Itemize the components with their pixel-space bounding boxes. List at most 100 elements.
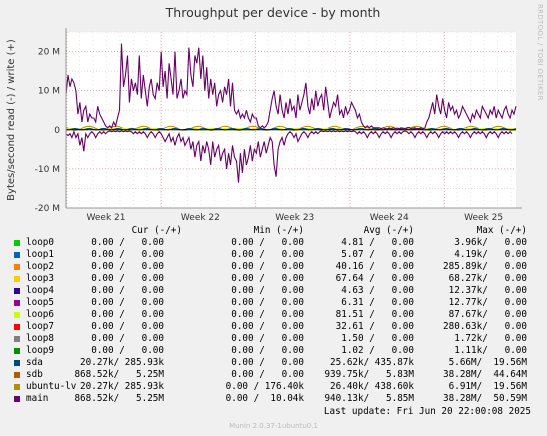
throughput-chart: Throughput per device - by month Bytes/s…: [6, 5, 522, 223]
legend-name: sda: [26, 357, 43, 368]
legend-swatch: [14, 252, 20, 258]
plot-background: [66, 32, 516, 208]
legend-avg: 4.63 / 0.00: [341, 285, 414, 296]
legend-min: 0.00 / 0.00: [231, 297, 304, 308]
legend-min: 0.00 / 0.00: [231, 249, 304, 260]
legend-name: loop4: [26, 285, 54, 296]
series-line-read: [65, 129, 513, 183]
legend-max: 38.28M/ 50.59M: [443, 393, 527, 404]
legend-max: 38.28M/ 44.64M: [443, 369, 527, 380]
legend-min: 0.00 / 0.00: [231, 273, 304, 284]
legend-avg: 25.62k/ 435.87k: [330, 357, 414, 368]
legend-min: 0.00 / 0.00: [231, 237, 304, 248]
legend-swatch: [14, 336, 20, 342]
rrdtool-credit: RRDTOOL / TOBI OETIKER: [536, 4, 544, 101]
legend-avg: 67.64 / 0.00: [335, 273, 414, 284]
legend-cur: 0.00 / 0.00: [91, 285, 164, 296]
legend-cur: 868.52k/ 5.25M: [74, 369, 164, 380]
x-tick-label: Week 25: [464, 213, 503, 223]
legend-avg: 5.07 / 0.00: [341, 249, 414, 260]
y-tick-label: 10 M: [38, 87, 60, 97]
y-tick-label: 20 M: [38, 48, 60, 58]
legend-swatch: [14, 240, 20, 246]
legend-cur: 0.00 / 0.00: [91, 249, 164, 260]
legend-min: 0.00 / 0.00: [231, 345, 304, 356]
legend-name: loop2: [26, 261, 54, 272]
chart-title: Throughput per device - by month: [165, 5, 381, 20]
series-line-write: [65, 43, 517, 130]
legend-cur: 20.27k/ 285.93k: [80, 357, 164, 368]
munin-version-footer: Munin 2.0.37-1ubuntu0.1: [229, 422, 318, 430]
legend-table: Cur (-/+) Min (-/+) Avg (-/+) Max (-/+) …: [0, 225, 547, 405]
legend-min: 0.00 / 0.00: [231, 285, 304, 296]
legend-max: 12.37k/ 0.00: [448, 285, 527, 296]
legend-name: loop3: [26, 273, 54, 284]
legend-name: ubuntu-lv: [26, 381, 77, 392]
legend-row-ubuntu-lv: ubuntu-lv 20.27k/ 285.93k 0.00 / 176.40k 26…: [0, 381, 547, 393]
legend-row-loop2: loop2 0.00 / 0.00 0.00 / 0.00 40.16 / 0.00 2…: [0, 261, 547, 273]
last-update: Last update: Fri Jun 20 22:00:08 2025: [323, 406, 531, 417]
legend-cur: 0.00 / 0.00: [91, 333, 164, 344]
legend-max: 4.19k/ 0.00: [454, 249, 527, 260]
legend-max: 3.96k/ 0.00: [454, 237, 527, 248]
legend-cur: 0.00 / 0.00: [91, 261, 164, 272]
legend-row-loop8: loop8 0.00 / 0.00 0.00 / 0.00 1.50 / 0.00 1.…: [0, 333, 547, 345]
y-axis-label: Bytes/second read (-) / write (+): [6, 39, 17, 201]
legend-avg: 40.16 / 0.00: [335, 261, 414, 272]
legend-name: main: [26, 393, 49, 404]
legend-max: 68.27k/ 0.00: [448, 273, 527, 284]
legend-row-loop1: loop1 0.00 / 0.00 0.00 / 0.00 5.07 / 0.00 4.…: [0, 249, 547, 261]
y-tick-label: -20 M: [35, 204, 60, 214]
legend-avg: 32.61 / 0.00: [335, 321, 414, 332]
legend-cur: 0.00 / 0.00: [91, 273, 164, 284]
legend-name: sdb: [26, 369, 43, 380]
legend-min: 0.00 / 0.00: [231, 357, 304, 368]
legend-swatch: [14, 288, 20, 294]
legend-name: loop0: [26, 237, 54, 248]
legend-max: 87.67k/ 0.00: [448, 309, 527, 320]
header-avg: Avg (-/+): [363, 225, 414, 236]
header-cur: Cur (-/+): [131, 225, 182, 236]
legend-cur: 0.00 / 0.00: [91, 309, 164, 320]
legend-row-sda: sda 20.27k/ 285.93k 0.00 / 0.00 25.62k/ 435…: [0, 357, 547, 369]
header-max: Max (-/+): [476, 225, 527, 236]
legend-swatch: [14, 324, 20, 330]
legend-max: 12.77k/ 0.00: [448, 297, 527, 308]
legend-avg: 939.75k/ 5.83M: [324, 369, 414, 380]
legend-max: 5.66M/ 19.56M: [448, 357, 527, 368]
legend-row-loop0: loop0 0.00 / 0.00 0.00 / 0.00 4.81 / 0.00 3.…: [0, 237, 547, 249]
legend-max: 280.63k/ 0.00: [443, 321, 527, 332]
x-tick-label: Week 24: [370, 213, 409, 223]
legend-cur: 0.00 / 0.00: [91, 321, 164, 332]
legend-min: 0.00 / 176.40k: [225, 381, 304, 392]
legend-row-loop7: loop7 0.00 / 0.00 0.00 / 0.00 32.61 / 0.00 2…: [0, 321, 547, 333]
legend-swatch: [14, 372, 20, 378]
y-tick-label: 0: [54, 126, 60, 136]
legend-avg: 81.51 / 0.00: [335, 309, 414, 320]
legend-cur: 20.27k/ 285.93k: [80, 381, 164, 392]
legend-name: loop5: [26, 297, 54, 308]
legend-row-loop6: loop6 0.00 / 0.00 0.00 / 0.00 81.51 / 0.00 8…: [0, 309, 547, 321]
legend-row-loop3: loop3 0.00 / 0.00 0.00 / 0.00 67.64 / 0.00 6…: [0, 273, 547, 285]
legend-cur: 0.00 / 0.00: [91, 297, 164, 308]
legend-name: loop6: [26, 309, 54, 320]
legend-avg: 1.50 / 0.00: [341, 333, 414, 344]
legend-swatch: [14, 300, 20, 306]
legend-min: 0.00 / 0.00: [231, 309, 304, 320]
legend-swatch: [14, 312, 20, 318]
legend-swatch: [14, 264, 20, 270]
legend-min: 0.00 / 0.00: [231, 261, 304, 272]
legend-name: loop8: [26, 333, 54, 344]
legend-swatch: [14, 384, 20, 390]
legend-row-loop9: loop9 0.00 / 0.00 0.00 / 0.00 1.02 / 0.00 1.…: [0, 345, 547, 357]
legend-max: 1.11k/ 0.00: [454, 345, 527, 356]
legend-swatch: [14, 276, 20, 282]
legend-swatch: [14, 396, 20, 402]
legend-avg: 940.13k/ 5.85M: [324, 393, 414, 404]
x-tick-label: Week 22: [181, 213, 220, 223]
y-tick-label: -10 M: [35, 165, 60, 175]
header-min: Min (-/+): [253, 225, 304, 236]
legend-max: 6.91M/ 19.56M: [448, 381, 527, 392]
legend-row-main: main 868.52k/ 5.25M 0.00 / 10.04k 940.13k/ …: [0, 393, 547, 405]
legend-max: 1.72k/ 0.00: [454, 333, 527, 344]
